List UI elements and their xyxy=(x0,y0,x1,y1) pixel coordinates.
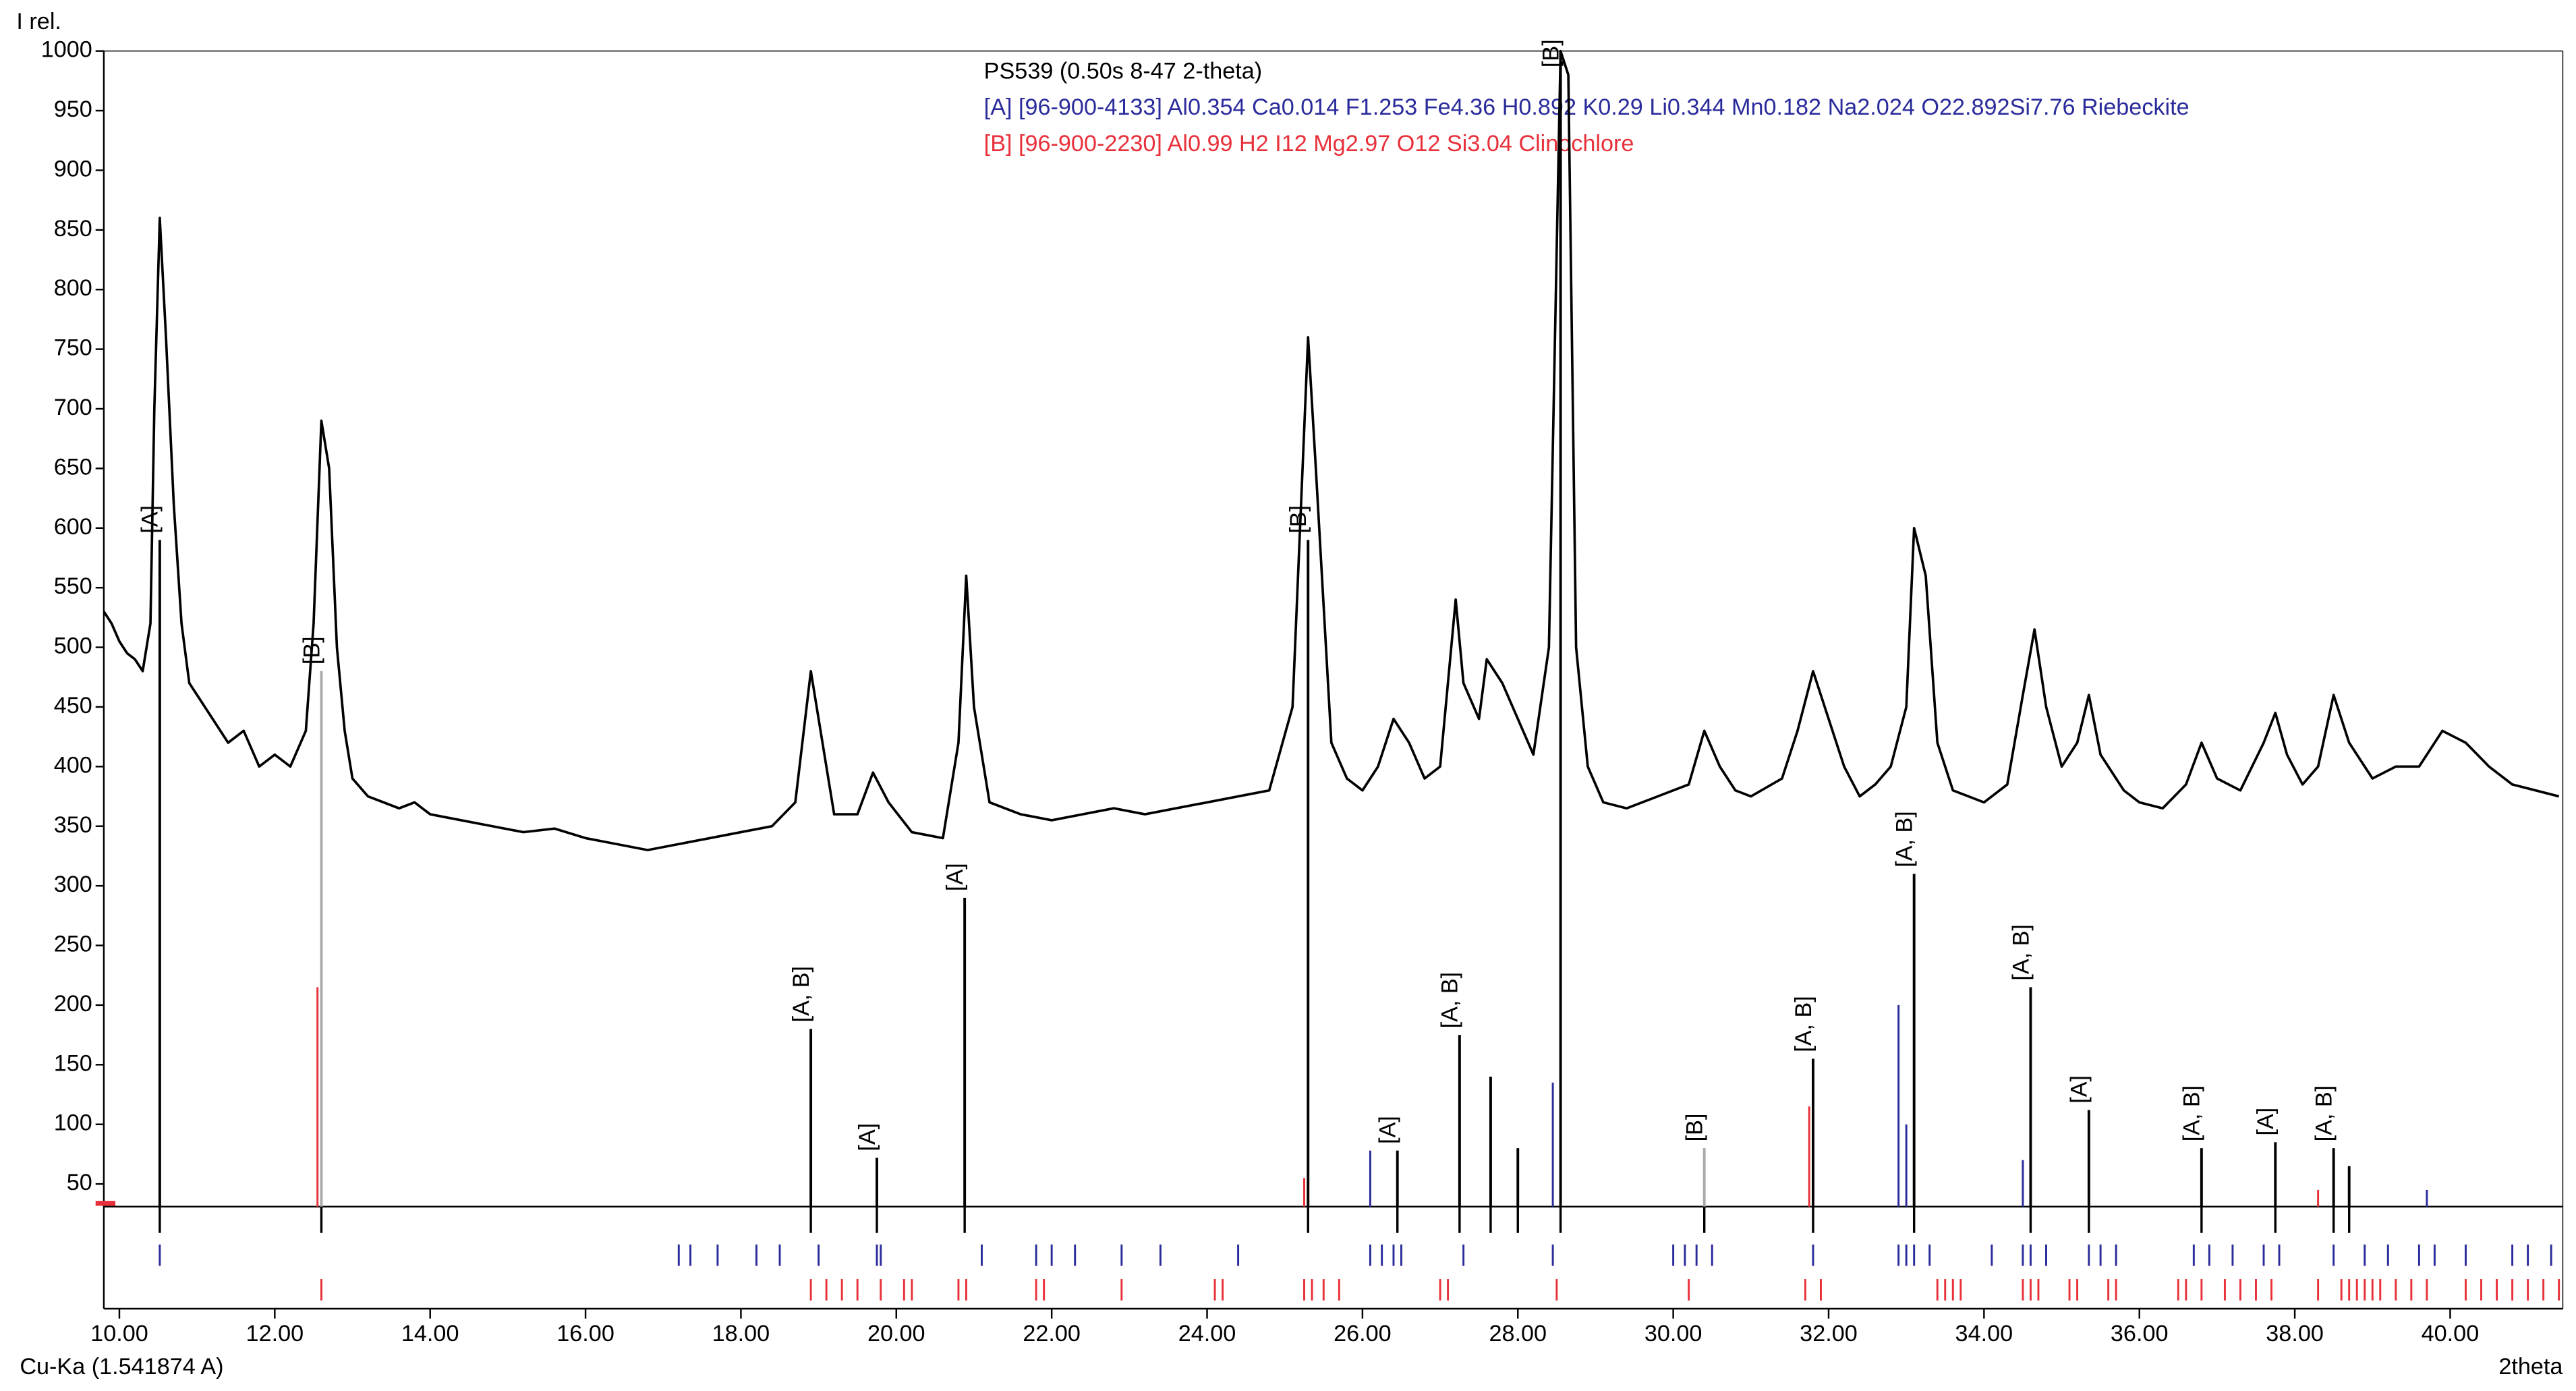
y-tick-label: 800 xyxy=(54,275,92,301)
peak-label: [A] xyxy=(2253,1108,2279,1136)
y-tick-label: 250 xyxy=(54,932,92,957)
x-axis-label: 2theta xyxy=(2498,1354,2563,1380)
peak-label: [A, B] xyxy=(2311,1085,2337,1142)
y-tick-label: 100 xyxy=(54,1110,92,1136)
y-tick-label: 150 xyxy=(54,1050,92,1076)
y-tick-label: 500 xyxy=(54,633,92,659)
peak-label: [A] xyxy=(855,1123,880,1152)
y-tick-label: 900 xyxy=(54,156,92,181)
x-tick-label: 32.00 xyxy=(1800,1321,1858,1346)
x-tick-label: 10.00 xyxy=(90,1321,148,1346)
x-tick-label: 30.00 xyxy=(1644,1321,1702,1346)
y-axis-label: I rel. xyxy=(16,9,61,34)
y-tick-label: 450 xyxy=(54,693,92,718)
legend-entry: [A] [96-900-4133] Al0.354 Ca0.014 F1.253… xyxy=(984,94,2189,120)
x-tick-label: 38.00 xyxy=(2266,1321,2324,1346)
y-tick-label: 1000 xyxy=(41,37,92,63)
peak-label: [A] xyxy=(1375,1116,1401,1144)
peak-label: [A] xyxy=(138,505,163,534)
x-tick-label: 14.00 xyxy=(401,1321,459,1346)
peak-label: [A, B] xyxy=(1437,972,1463,1029)
x-tick-label: 34.00 xyxy=(1955,1321,2013,1346)
y-tick-label: 950 xyxy=(54,96,92,122)
y-tick-label: 350 xyxy=(54,812,92,838)
peak-label: [B] xyxy=(1286,505,1311,534)
peak-label: [A, B] xyxy=(2179,1085,2205,1142)
x-tick-label: 26.00 xyxy=(1334,1321,1392,1346)
y-tick-label: 650 xyxy=(54,454,92,480)
peak-label: [A, B] xyxy=(1891,811,1917,868)
peak-label: [A] xyxy=(942,863,968,891)
y-tick-label: 400 xyxy=(54,752,92,778)
x-tick-label: 24.00 xyxy=(1178,1321,1236,1346)
y-tick-label: 50 xyxy=(67,1170,92,1195)
x-tick-label: 28.00 xyxy=(1489,1321,1547,1346)
peak-label: [A, B] xyxy=(789,966,814,1023)
x-tick-label: 18.00 xyxy=(712,1321,770,1346)
diffraction-line xyxy=(103,49,2560,851)
y-tick-label: 750 xyxy=(54,335,92,361)
radiation-label: Cu-Ka (1.541874 A) xyxy=(20,1354,223,1380)
y-tick-label: 850 xyxy=(54,216,92,242)
peak-label: [A, B] xyxy=(2008,924,2034,981)
y-tick-label: 200 xyxy=(54,991,92,1017)
peak-label: [A] xyxy=(2067,1075,2092,1104)
x-tick-label: 36.00 xyxy=(2111,1321,2169,1346)
legend-entry: PS539 (0.50s 8-47 2-theta) xyxy=(984,58,1262,84)
x-tick-label: 20.00 xyxy=(867,1321,925,1346)
peak-label: [B] xyxy=(1682,1114,1707,1142)
x-tick-label: 16.00 xyxy=(556,1321,614,1346)
x-tick-label: 40.00 xyxy=(2422,1321,2480,1346)
x-tick-label: 22.00 xyxy=(1023,1321,1081,1346)
y-tick-label: 300 xyxy=(54,872,92,897)
peak-label: [A, B] xyxy=(1791,996,1816,1052)
y-tick-label: 550 xyxy=(54,573,92,599)
x-tick-label: 12.00 xyxy=(246,1321,304,1346)
y-tick-label: 600 xyxy=(54,514,92,540)
y-tick-label: 700 xyxy=(54,395,92,420)
legend-entry: [B] [96-900-2230] Al0.99 H2 I12 Mg2.97 O… xyxy=(984,131,1634,157)
